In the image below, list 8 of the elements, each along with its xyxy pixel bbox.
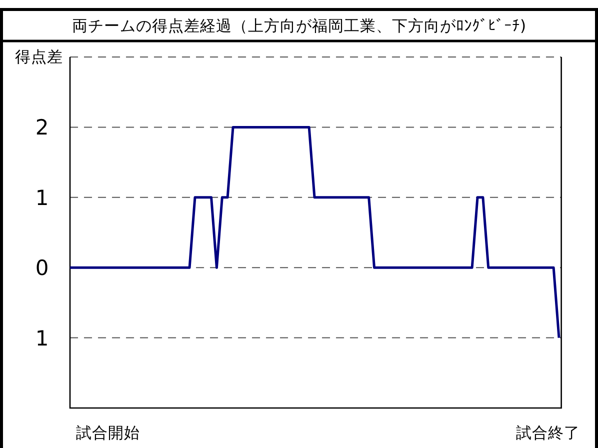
y-tick-label: 1 — [35, 326, 49, 350]
y-tick-label: 1 — [35, 186, 49, 210]
chart-title: 両チームの得点差経過（上方向が福岡工業、下方向がﾛﾝｸﾞﾋﾞｰﾁ) — [72, 17, 526, 35]
y-axis-title: 得点差 — [15, 48, 63, 66]
y-tick-label: 0 — [35, 256, 49, 280]
y-tick-label: 2 — [35, 116, 49, 140]
x-tick-label: 試合終了 — [516, 424, 580, 442]
x-tick-label: 試合開始 — [76, 424, 140, 442]
